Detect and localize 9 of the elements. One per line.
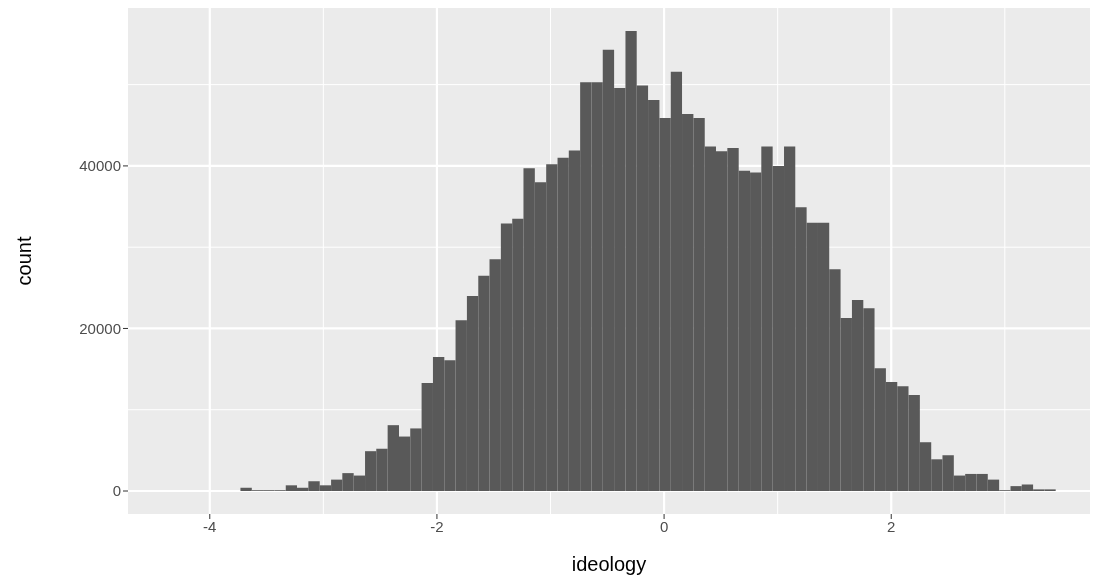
y-tick-label: 20000 <box>79 319 121 337</box>
x-tick-label: 2 <box>887 517 896 535</box>
y-axis-title: count <box>13 236 36 286</box>
x-tick-label: -4 <box>203 517 217 535</box>
y-tick-label: 40000 <box>79 157 121 175</box>
x-axis-title: ideology <box>571 553 647 575</box>
x-tick-label: 0 <box>659 517 669 535</box>
y-tick-label: 0 <box>112 482 121 500</box>
x-tick-label: -2 <box>430 517 444 535</box>
